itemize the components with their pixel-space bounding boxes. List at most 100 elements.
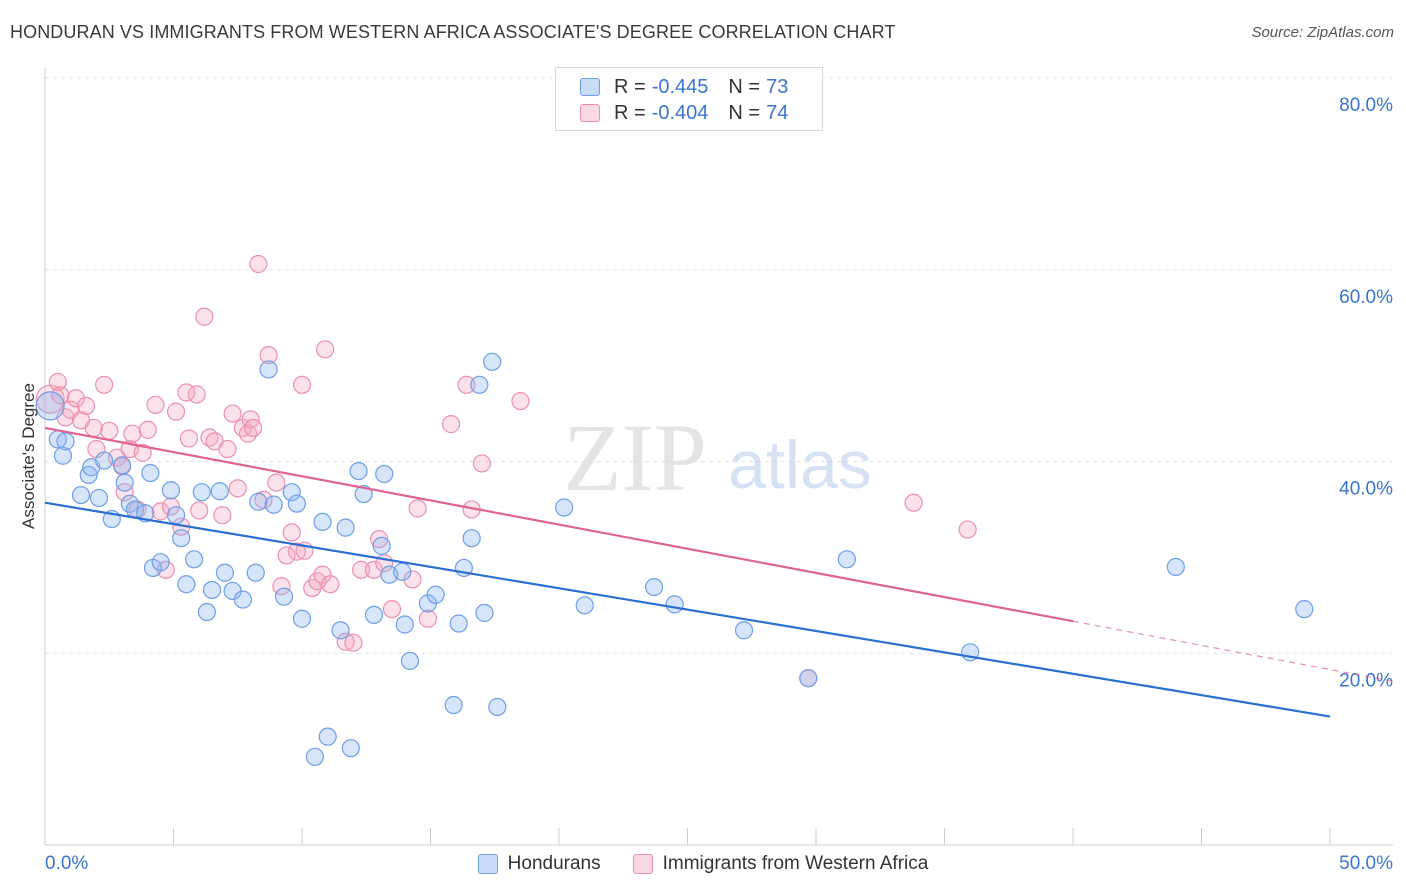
honduran-point bbox=[197, 602, 217, 622]
western-africa-point bbox=[187, 385, 206, 404]
western-africa-point bbox=[313, 565, 332, 584]
legend-label-western-africa: Immigrants from Western Africa bbox=[662, 853, 929, 874]
western-africa-point bbox=[161, 497, 181, 516]
hondurans-trend-line bbox=[44, 501, 1331, 718]
honduran-point bbox=[575, 596, 594, 615]
axis-layer: 20.0% 40.0% 60.0% 80.0% 0.0% 50.0% bbox=[44, 68, 1393, 874]
honduran-point bbox=[318, 727, 337, 746]
western-africa-point bbox=[292, 375, 312, 394]
honduran-point bbox=[141, 463, 160, 483]
r-label: R = bbox=[614, 75, 646, 98]
western-africa-point bbox=[190, 501, 209, 520]
honduran-point bbox=[475, 603, 494, 623]
western-africa-point bbox=[287, 542, 306, 561]
trend-lines bbox=[44, 426, 1394, 718]
honduran-point bbox=[264, 495, 283, 514]
western-africa-point bbox=[958, 520, 977, 539]
western-africa-point bbox=[418, 609, 438, 628]
honduran-point bbox=[246, 563, 265, 582]
western-africa-point bbox=[316, 340, 335, 359]
honduran-point bbox=[734, 621, 754, 640]
honduran-point bbox=[341, 739, 360, 758]
western-africa-point bbox=[403, 570, 422, 589]
honduran-point bbox=[354, 484, 373, 504]
legend-item-hondurans[interactable]: Hondurans bbox=[477, 853, 601, 875]
western-africa-point bbox=[77, 396, 96, 415]
honduran-point bbox=[274, 587, 294, 606]
honduran-point bbox=[555, 498, 574, 517]
y-axis-label: Associate's Degree bbox=[19, 383, 38, 529]
stats-legend-row-hondurans: R = -0.445 N = 73 bbox=[580, 74, 788, 100]
western-africa-point bbox=[441, 415, 461, 434]
source-label: Source: ZipAtlas.com bbox=[1251, 24, 1394, 41]
n-label: N = bbox=[728, 101, 761, 124]
honduran-point bbox=[177, 575, 196, 594]
western-africa-point bbox=[179, 429, 199, 448]
western-africa-point bbox=[352, 560, 371, 579]
honduran-point bbox=[393, 562, 412, 581]
n-value: 74 bbox=[766, 101, 789, 124]
honduran-point bbox=[364, 605, 384, 625]
legend-swatch-hondurans bbox=[580, 78, 600, 96]
honduran-point bbox=[112, 456, 132, 475]
honduran-point bbox=[400, 651, 420, 671]
legend-item-western-africa[interactable]: Immigrants from Western Africa bbox=[632, 853, 929, 875]
honduran-point bbox=[259, 360, 278, 379]
grid-layer bbox=[45, 77, 1393, 654]
western-africa-point bbox=[51, 386, 70, 405]
western-africa-point bbox=[218, 439, 237, 459]
honduran-point bbox=[449, 614, 468, 633]
y-tick-label: 60.0% bbox=[1339, 287, 1393, 308]
western-africa-point bbox=[213, 506, 232, 525]
honduran-point bbox=[53, 446, 73, 465]
western-africa-point bbox=[244, 418, 263, 438]
honduran-point bbox=[151, 553, 170, 572]
honduran-point bbox=[1295, 600, 1314, 619]
honduran-point bbox=[444, 695, 463, 715]
honduran-point bbox=[292, 609, 312, 628]
western-africa-trend-line bbox=[44, 426, 1074, 623]
n-label: N = bbox=[728, 75, 761, 98]
western-africa-point bbox=[336, 632, 355, 651]
western-africa-point bbox=[321, 575, 340, 594]
honduran-point bbox=[305, 747, 324, 766]
honduran-point bbox=[115, 473, 134, 492]
western-africa-point bbox=[472, 454, 491, 473]
western-africa-point bbox=[151, 502, 170, 521]
honduran-point bbox=[349, 461, 368, 481]
honduran-point bbox=[95, 451, 114, 470]
honduran-point bbox=[172, 529, 191, 548]
y-tick-label: 20.0% bbox=[1339, 670, 1393, 691]
honduran-point bbox=[56, 432, 75, 451]
honduran-point bbox=[331, 621, 350, 640]
honduran-point bbox=[136, 504, 155, 523]
honduran-point bbox=[1166, 557, 1185, 577]
legend-label-hondurans: Hondurans bbox=[507, 853, 601, 874]
western-africa-point bbox=[267, 473, 286, 492]
watermark: ZIP atlas bbox=[563, 404, 872, 511]
western-africa-point bbox=[511, 391, 530, 411]
honduran-point bbox=[210, 482, 229, 501]
honduran-point bbox=[483, 352, 502, 371]
honduran-point bbox=[233, 590, 252, 609]
honduran-point bbox=[644, 577, 664, 597]
honduran-point bbox=[71, 485, 91, 505]
honduran-point bbox=[35, 391, 65, 421]
honduran-point bbox=[249, 492, 268, 511]
honduran-point bbox=[282, 483, 301, 502]
western-africa-point bbox=[166, 402, 186, 421]
watermark-zip: ZIP bbox=[563, 404, 707, 511]
western-africa-point bbox=[344, 633, 363, 652]
western-africa-point bbox=[138, 420, 157, 439]
western-africa-point bbox=[282, 523, 301, 542]
honduran-point bbox=[336, 518, 355, 537]
western-africa-point bbox=[100, 421, 119, 440]
stats-legend: R = -0.445 N = 73 R = -0.404 N = 74 bbox=[555, 67, 823, 131]
western-africa-point bbox=[457, 375, 476, 394]
n-value: 73 bbox=[766, 75, 789, 98]
r-label: R = bbox=[614, 101, 646, 124]
x-tick-label-min: 0.0% bbox=[45, 853, 88, 874]
western-africa-point bbox=[66, 389, 85, 408]
series-legend: Hondurans Immigrants from Western Africa bbox=[0, 850, 1406, 878]
